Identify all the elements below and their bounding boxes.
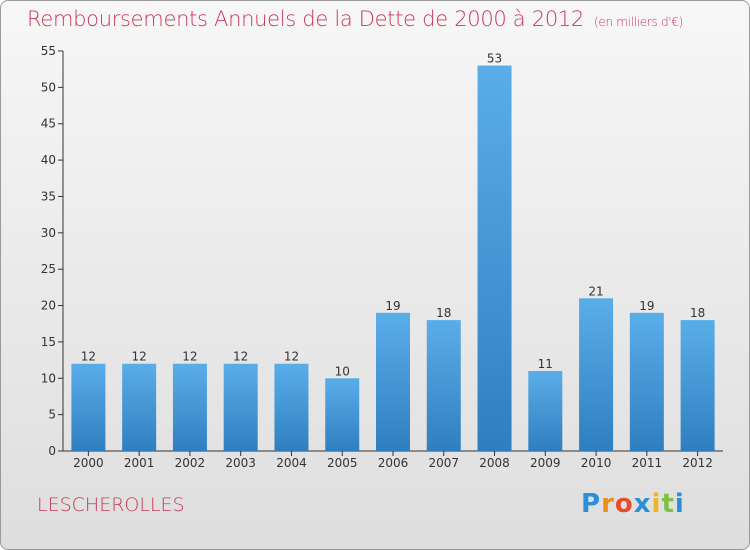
y-tick-label: 25 — [41, 262, 56, 276]
commune-name: LESCHEROLLES — [37, 494, 185, 516]
data-label-2008: 53 — [487, 52, 502, 66]
x-tick-label-2011: 2011 — [632, 456, 663, 470]
bar-2010 — [579, 298, 614, 451]
bar-2007 — [426, 320, 461, 451]
y-tick-label: 55 — [41, 44, 56, 58]
y-tick-label: 30 — [41, 226, 56, 240]
y-tick-label: 5 — [48, 408, 56, 422]
x-tick-label-2012: 2012 — [682, 456, 713, 470]
bar-2004 — [274, 363, 309, 451]
y-tick-label: 45 — [41, 117, 56, 131]
data-label-2005: 10 — [335, 364, 350, 378]
data-label-2011: 19 — [639, 299, 654, 313]
data-label-2010: 21 — [588, 284, 603, 298]
y-tick-label: 15 — [41, 335, 56, 349]
bar-2009 — [528, 371, 563, 451]
data-label-2012: 18 — [690, 306, 705, 320]
x-tick-label-2010: 2010 — [581, 456, 612, 470]
data-label-2001: 12 — [132, 350, 147, 364]
bar-2000 — [71, 363, 106, 451]
x-tick-label-2004: 2004 — [276, 456, 307, 470]
proxiti-logo: Proxiti — [581, 489, 685, 519]
y-tick-label: 35 — [41, 189, 56, 203]
x-tick-label-2008: 2008 — [479, 456, 510, 470]
bar-2005 — [325, 378, 360, 451]
x-tick-label-2005: 2005 — [327, 456, 358, 470]
y-tick-label: 20 — [41, 299, 56, 313]
data-label-2009: 11 — [538, 357, 553, 371]
y-tick-label: 40 — [41, 153, 56, 167]
data-label-2002: 12 — [182, 350, 197, 364]
x-tick-label-2009: 2009 — [530, 456, 561, 470]
data-label-2003: 12 — [233, 350, 248, 364]
chart-title: Remboursements Annuels de la Dette de 20… — [27, 7, 683, 31]
y-tick-label: 50 — [41, 80, 56, 94]
bar-2006 — [376, 312, 410, 451]
unit-label: (en milliers d'€) — [594, 15, 684, 29]
data-label-2006: 19 — [385, 299, 400, 313]
bar-2012 — [680, 320, 715, 451]
axes: 0 5 10 15 20 25 30 35 40 45 50 55 2000 2001 2002 2003 20… — [41, 44, 723, 470]
data-label-2000: 12 — [81, 350, 96, 364]
title-text: Remboursements Annuels de la Dette de 20… — [27, 7, 584, 31]
y-tick-label: 10 — [41, 371, 56, 385]
x-tick-label-2003: 2003 — [225, 456, 256, 470]
bars: 12 12 12 12 12 10 19 18 53 11 21 19 18 — [71, 52, 715, 451]
x-tick-label-2007: 2007 — [428, 456, 459, 470]
y-tick-label: 0 — [48, 444, 56, 458]
x-tick-label-2006: 2006 — [378, 456, 409, 470]
data-label-2004: 12 — [284, 350, 299, 364]
x-tick-label-2002: 2002 — [175, 456, 206, 470]
bar-2011 — [629, 312, 664, 451]
data-label-2007: 18 — [436, 306, 451, 320]
x-tick-label-2001: 2001 — [124, 456, 155, 470]
bar-2008 — [477, 65, 512, 451]
bar-2003 — [223, 363, 258, 451]
x-tick-label-2000: 2000 — [73, 456, 104, 470]
bar-2001 — [122, 363, 157, 451]
bar-2002 — [172, 363, 207, 451]
